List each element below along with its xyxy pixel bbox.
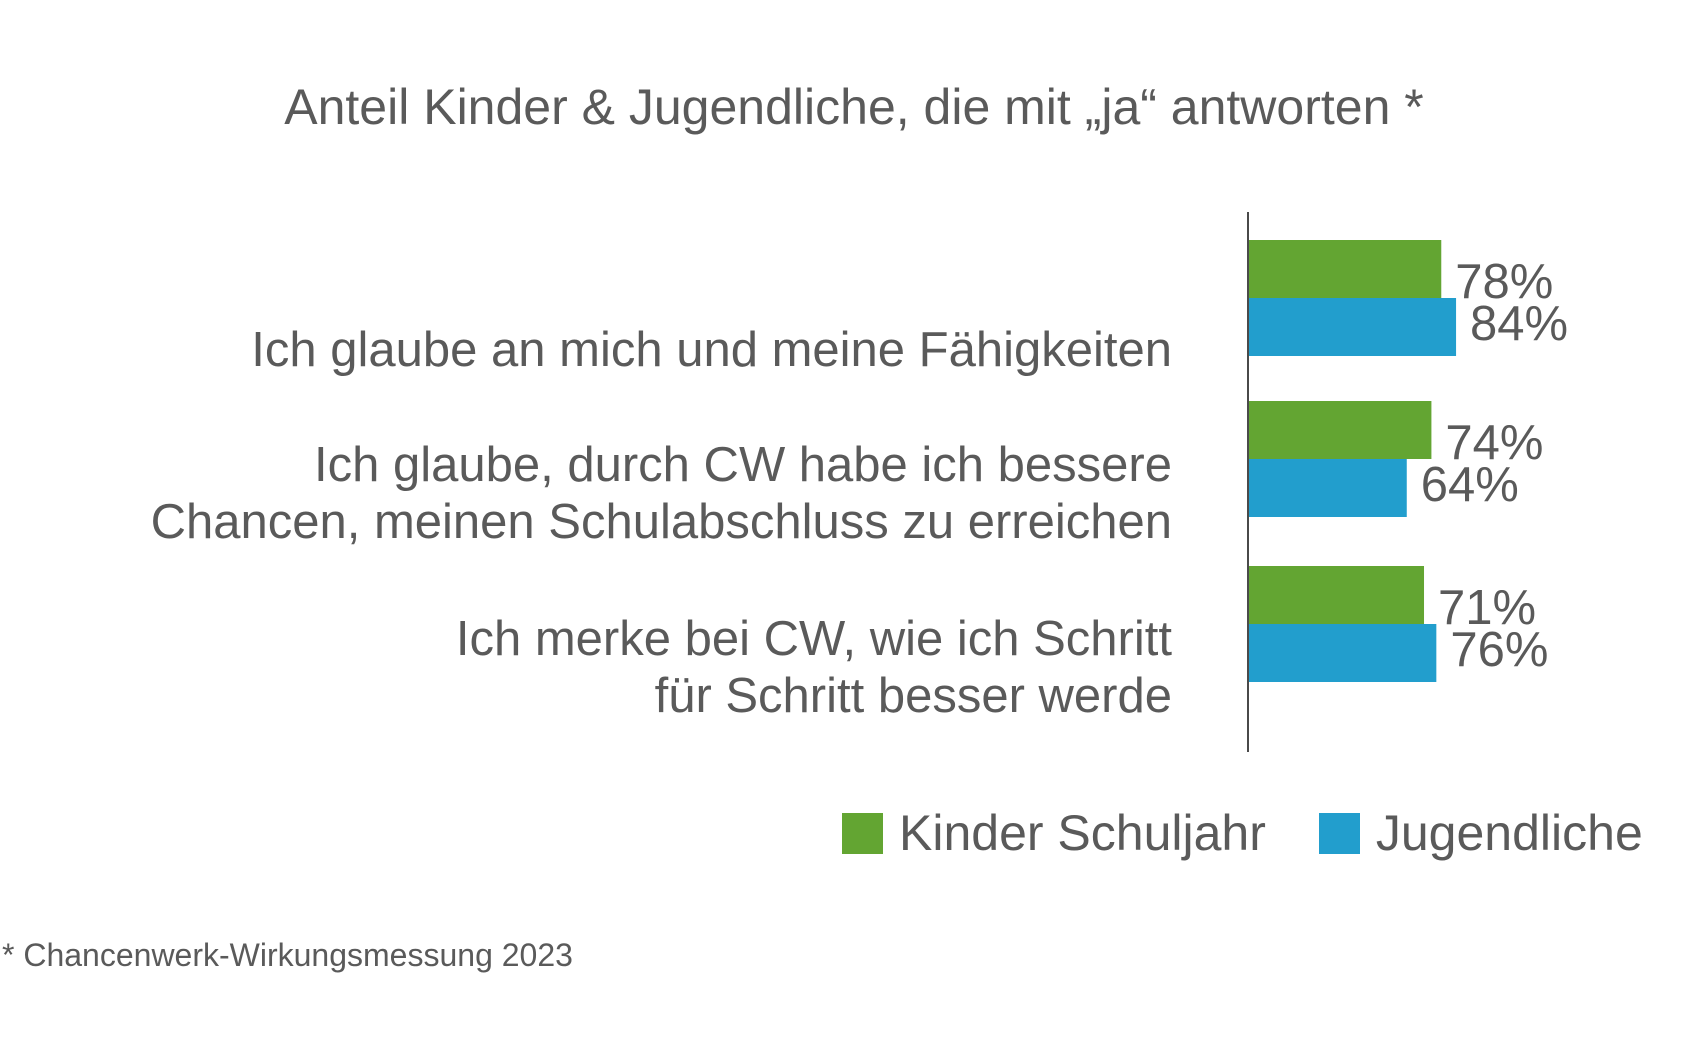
value-label-kinder-2: 74% [1445,416,1543,470]
category-label-3-line-2: für Schritt besser werde [654,669,1172,723]
legend-item-jugendliche[interactable]: Jugendliche [1318,804,1643,862]
value-label-kinder-3: 71% [1438,581,1536,635]
category-label-1: Ich glaube an mich und meine Fähigkeiten [251,322,1172,379]
bars-group [1249,240,1457,682]
legend-label: Jugendliche [1375,805,1643,861]
category-label-2: Ich glaube, durch CW habe ich bessere Ch… [151,437,1172,551]
category-label-1-line-1: Ich glaube an mich und meine Fähigkeiten [251,323,1172,377]
legend-label: Kinder Schuljahr [899,805,1266,861]
bar-kinder-1 [1249,240,1442,298]
bar-jugendliche-1 [1249,298,1457,356]
category-label-2-line-1: Ich glaube, durch CW habe ich bessere [314,438,1172,492]
bar-kinder-3 [1249,566,1425,624]
footnote: * Chancenwerk-Wirkungsmessung 2023 [2,937,573,973]
value-label-jugendliche-3: 76% [1450,623,1548,677]
value-label-kinder-1: 78% [1455,255,1553,309]
bar-jugendliche-2 [1249,459,1407,517]
category-label-3: Ich merke bei CW, wie ich Schritt für Sc… [456,611,1172,725]
value-label-jugendliche-1: 84% [1470,297,1568,351]
category-label-2-line-2: Chancen, meinen Schulabschluss zu erreic… [150,495,1172,549]
category-label-3-line-1: Ich merke bei CW, wie ich Schritt [455,612,1172,666]
bar-jugendliche-3 [1249,624,1437,682]
chart-title: Anteil Kinder & Jugendliche, die mit „ja… [284,79,1424,135]
legend-swatch-green [842,812,883,854]
bar-kinder-2 [1249,401,1432,459]
value-label-jugendliche-2: 64% [1421,458,1519,512]
legend-item-kinder-schuljahr[interactable]: Kinder Schuljahr [842,804,1266,862]
value-labels-group: 78% 74% 71% 84% 64% 76% [1421,255,1568,677]
legend-swatch-blue [1318,812,1360,854]
legend: Kinder Schuljahr Jugendliche [842,803,1696,863]
